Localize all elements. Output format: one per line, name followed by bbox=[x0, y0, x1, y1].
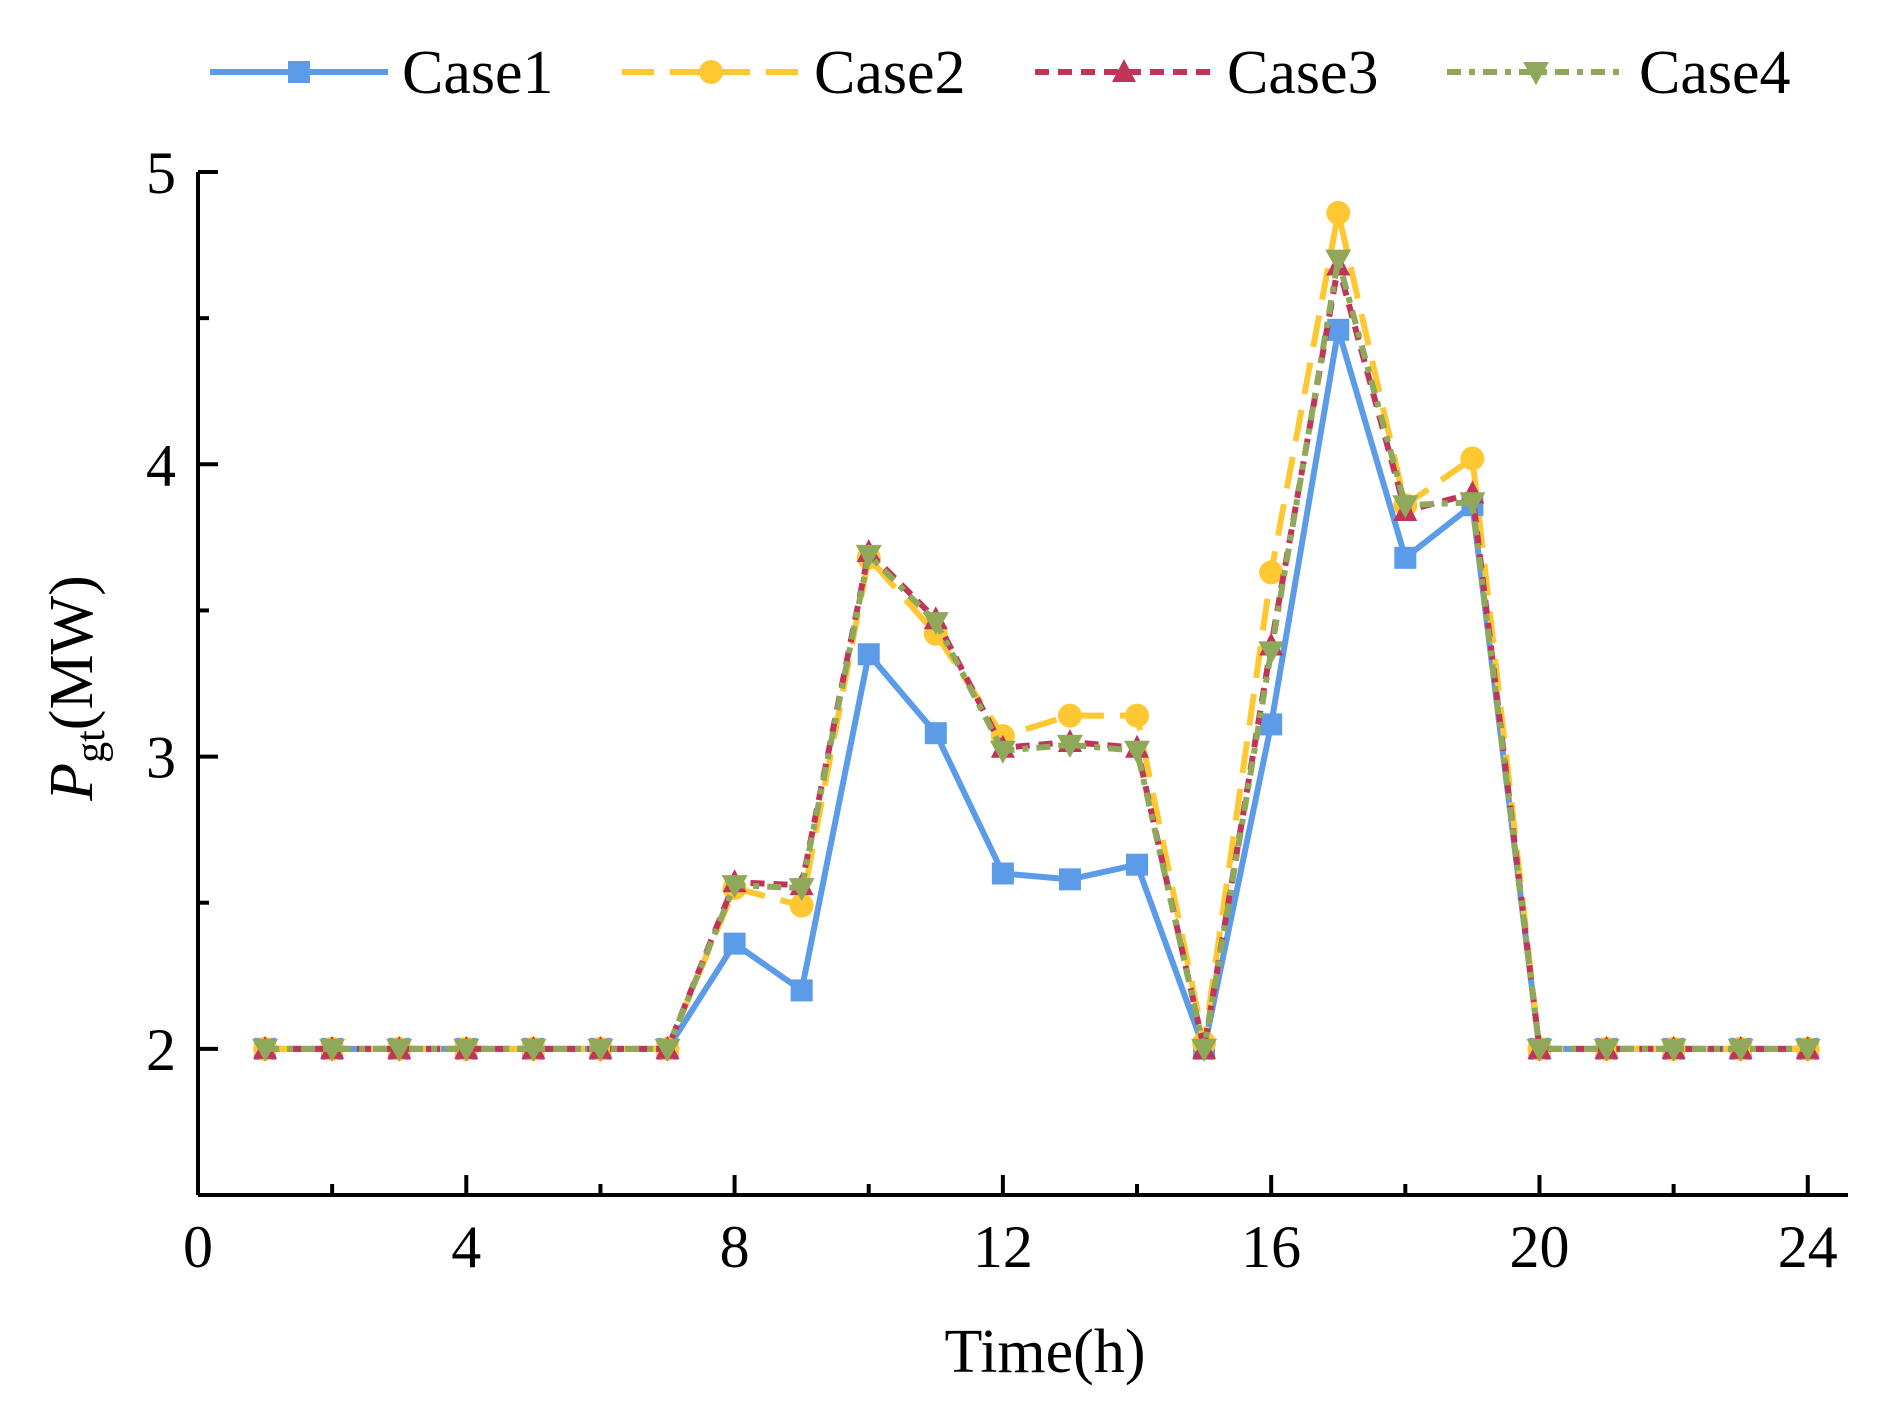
x-tick-label: 20 bbox=[1509, 1214, 1569, 1280]
series-case1 bbox=[254, 318, 1819, 1060]
data-point-case1 bbox=[991, 862, 1014, 885]
series-case2 bbox=[253, 200, 1820, 1061]
data-point-case4 bbox=[1727, 1038, 1754, 1062]
y-axis-label-subscript: gt bbox=[68, 730, 114, 763]
x-tick-label: 16 bbox=[1241, 1214, 1301, 1280]
data-point-case4 bbox=[721, 875, 748, 899]
legend-item-case1: Case1 bbox=[210, 39, 554, 107]
series-line-case3 bbox=[265, 262, 1808, 1052]
data-point-case4 bbox=[1191, 1038, 1218, 1062]
legend-label: Case3 bbox=[1227, 39, 1379, 107]
data-point-case4 bbox=[989, 740, 1016, 764]
data-point-case1 bbox=[723, 932, 746, 955]
data-point-case4 bbox=[1258, 641, 1285, 665]
x-tick-label: 24 bbox=[1778, 1214, 1838, 1280]
data-point-case2 bbox=[1057, 703, 1082, 728]
y-axis-label: Pgt(MW) bbox=[38, 575, 114, 802]
x-tick-label: 0 bbox=[183, 1214, 213, 1280]
data-point-case2 bbox=[1259, 560, 1284, 585]
data-point-case4 bbox=[1794, 1038, 1821, 1062]
x-tick-label: 8 bbox=[720, 1214, 750, 1280]
data-point-case2 bbox=[789, 893, 814, 918]
data-point-case4 bbox=[520, 1038, 547, 1062]
data-point-case4 bbox=[587, 1038, 614, 1062]
data-point-case4 bbox=[788, 878, 815, 902]
y-tick-label: 2 bbox=[146, 1017, 176, 1083]
data-point-case1 bbox=[1260, 713, 1283, 736]
data-point-case1 bbox=[857, 643, 880, 666]
data-point-case4 bbox=[1459, 492, 1486, 516]
data-point-case2 bbox=[1460, 446, 1485, 471]
legend-label: Case1 bbox=[402, 39, 554, 107]
data-point-case1 bbox=[924, 722, 947, 745]
legend-item-case2: Case2 bbox=[622, 39, 966, 107]
data-point-case4 bbox=[654, 1038, 681, 1062]
data-point-case4 bbox=[922, 612, 949, 636]
data-point-case4 bbox=[1124, 740, 1151, 764]
legend-label: Case2 bbox=[814, 39, 966, 107]
data-point-case1 bbox=[1058, 868, 1081, 891]
data-point-case1 bbox=[1126, 853, 1149, 876]
data-point-case1 bbox=[1327, 318, 1350, 341]
series-line-case2 bbox=[265, 209, 1808, 1052]
data-point-case4 bbox=[453, 1038, 480, 1062]
data-point-case4 bbox=[1526, 1038, 1553, 1062]
data-point-case4 bbox=[1325, 249, 1352, 273]
data-point-case1 bbox=[1394, 546, 1417, 569]
y-tick-label: 4 bbox=[146, 432, 176, 498]
x-axis-label: Time(h) bbox=[945, 1318, 1146, 1386]
data-point-case4 bbox=[319, 1038, 346, 1062]
data-point-case2 bbox=[1125, 703, 1150, 728]
data-point-case4 bbox=[1056, 734, 1083, 758]
legend-item-case4: Case4 bbox=[1447, 39, 1791, 107]
y-axis-label-unit: (MW) bbox=[38, 575, 106, 730]
legend-swatch-marker bbox=[1112, 59, 1136, 82]
data-point-case4 bbox=[252, 1038, 279, 1062]
legend: Case1 Case2 Case3 Case4 bbox=[210, 39, 1791, 107]
x-tick-label: 4 bbox=[451, 1214, 481, 1280]
y-axis-label-symbol: P bbox=[38, 763, 106, 802]
y-tick-label: 5 bbox=[146, 140, 176, 206]
legend-swatch-marker bbox=[1523, 62, 1549, 85]
series-line-case4 bbox=[265, 256, 1808, 1052]
data-point-case4 bbox=[1392, 495, 1419, 519]
series-case3 bbox=[253, 252, 1820, 1059]
series-case4 bbox=[252, 249, 1821, 1062]
data-point-case4 bbox=[1593, 1038, 1620, 1062]
x-tick-label: 12 bbox=[973, 1214, 1033, 1280]
legend-item-case3: Case3 bbox=[1035, 39, 1379, 107]
axes: 0 4 8 12 16 20 24 2 3 4 5 bbox=[146, 140, 1848, 1280]
data-point-case4 bbox=[1660, 1038, 1687, 1062]
y-tick-label: 3 bbox=[146, 725, 176, 791]
data-point-case4 bbox=[386, 1038, 413, 1062]
data-point-case4 bbox=[855, 544, 882, 568]
series-layer bbox=[252, 200, 1821, 1062]
legend-swatch-marker bbox=[288, 61, 310, 83]
legend-label: Case4 bbox=[1639, 39, 1791, 107]
series-line-case1 bbox=[265, 326, 1808, 1052]
legend-swatch-marker bbox=[699, 60, 723, 84]
data-point-case1 bbox=[790, 979, 813, 1002]
data-point-case2 bbox=[1326, 200, 1351, 225]
